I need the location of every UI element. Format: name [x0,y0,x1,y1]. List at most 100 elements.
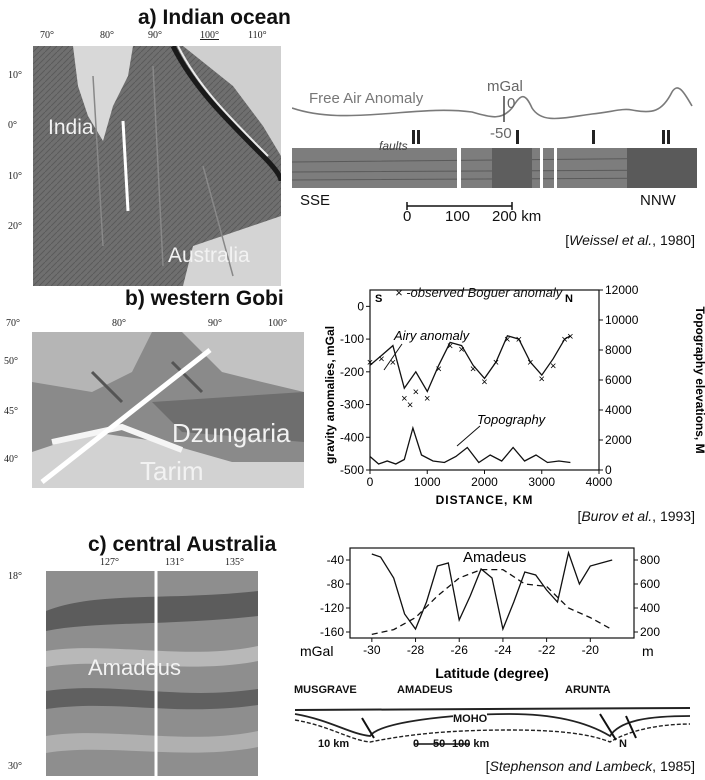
x-tick-label: 2000 [471,475,498,489]
x-tick-label: 1000 [414,475,441,489]
x-tick-label: -28 [407,643,425,657]
lat-tick: 0° [8,120,17,131]
x-tick-label: -20 [582,643,600,657]
x-tick-label: 3000 [528,475,555,489]
citation-burov: [Burov et al., 1993] [577,508,695,524]
lon-tick: 90° [148,30,162,41]
airy-pointer [383,343,403,371]
y2-tick-label: 600 [640,577,660,591]
profile-end-sse: SSE [300,192,331,209]
central-australia-relief-map [46,571,258,776]
dzungaria-label: Dzungaria [172,418,291,448]
boguer-point: × [504,334,510,346]
lat-tick: 18° [8,571,22,582]
y-tick-label: -400 [340,430,364,444]
amadeus-map-label: Amadeus [88,655,181,680]
amadeus-anomaly-chart: -30 -28 -26 -24 -22 -20 -40 -80 -120 -160 800 600 40… [300,547,660,681]
north-label: N [619,738,627,750]
mgal-zero-label: 0 [507,95,516,112]
panel-c-map-frame: 127° 131° 135° 18° 30° Amadeus [0,553,270,780]
lon-tick: 100° [268,318,287,329]
lon-tick: 135° [225,557,244,568]
mgal-unit-label: mGal [487,78,523,95]
y2-tick-label: 8000 [605,343,632,357]
boguer-point: × [390,357,396,369]
boguer-point: × [481,377,487,389]
india-label: India [48,116,94,139]
lon-tick: 110° [248,30,267,41]
lat-tick: 50° [4,356,18,367]
gravity-anomaly-line [371,550,613,632]
lat-tick: 45° [4,406,18,417]
x-axis-title: DISTANCE, KM [436,493,534,507]
lon-tick: 70° [6,318,20,329]
free-air-anomaly-label: Free Air Anomaly [309,90,424,107]
x-tick-label: -26 [451,643,469,657]
amadeus-annotation: Amadeus [463,549,526,566]
y-tick-label: 0 [357,299,364,313]
y2-tick-label: 10000 [605,313,639,327]
profile-end-nnw: NNW [640,192,676,209]
lat-tick: 40° [4,454,18,465]
horizontal-scale-label: 100 km [452,738,490,750]
y2-tick-label: 2000 [605,433,632,447]
lat-tick: 30° [8,761,22,772]
boguer-point: × [493,357,499,369]
scale-bar-label: 0 [403,208,412,225]
airy-anomaly-line [369,335,571,393]
panel-a-map-frame: 70° 80° 90° 100° 110° 10° 0° 10° 20° Ind… [0,26,285,296]
western-gobi-relief-map [32,332,304,488]
south-end-label: S [375,293,382,305]
y-tick-label: -200 [340,365,364,379]
gobi-anomaly-chart: 0 1000 2000 3000 40000-100-200-300-400-50012… [323,283,705,507]
lon-tick: 70° [40,30,54,41]
y-tick-label: -40 [327,553,345,567]
panel-b-title: b) western Gobi [125,287,284,310]
lon-tick: 90° [208,318,222,329]
y-tick-label: -120 [320,601,344,615]
panel-b-map-frame: 70° 80° 90° 100° 50° 45° 40° Dzungaria T… [0,318,305,493]
y2-tick-label: 400 [640,601,660,615]
indian-ocean-bathymetry-map [33,46,281,286]
y-tick-label: -160 [320,625,344,639]
free-air-anomaly-curve [292,87,693,120]
y-tick-label: -80 [327,577,345,591]
australia-label: Australia [168,244,250,267]
profile-track-line [121,120,130,212]
y2-tick-label: 12000 [605,283,639,297]
boguer-point: × [378,354,384,366]
vertical-scale-label: 10 km [318,738,350,750]
citation-stephenson: [Stephenson and Lambeck, 1985] [485,758,695,774]
boguer-point: × [435,364,441,376]
x-tick-label: -30 [363,643,381,657]
crustal-cross-section [294,707,691,745]
north-end-label: N [565,293,573,305]
x-axis-title: Latitude (degree) [435,665,549,681]
airy-anomaly-annotation: Airy anomaly [393,328,471,343]
boguer-point: × [561,334,567,346]
boguer-point: × [447,341,453,353]
profile-track-line [40,348,212,484]
arunta-label: ARUNTA [565,684,611,696]
mgal-minus50-label: -50 [490,125,512,142]
x-tick-label: -24 [494,643,512,657]
boguer-point: × [470,364,476,376]
amadeus-section-label: AMADEUS [397,684,453,696]
topography-pointer [456,425,481,447]
free-air-anomaly-profile [292,87,698,210]
y2-tick-label: 4000 [605,403,632,417]
boguer-point: × [539,373,545,385]
boguer-legend: × -observed Boguer anomaly [395,285,563,300]
citation-weissel: [Weissel et al., 1980] [565,232,695,248]
panel-a-title: a) Indian ocean [138,6,291,29]
topography-line [369,425,571,465]
topography-dashed-line [371,568,613,636]
lat-tick: 10° [8,70,22,81]
plot-frame [349,547,635,639]
scale-bar-label: 200 km [492,208,542,225]
boguer-point: × [458,344,464,356]
panel-c-title: c) central Australia [88,533,277,556]
horizontal-scale-label: 50 [433,738,446,750]
lat-tick: 10° [8,171,22,182]
scale-bar-label: 100 [445,208,471,225]
